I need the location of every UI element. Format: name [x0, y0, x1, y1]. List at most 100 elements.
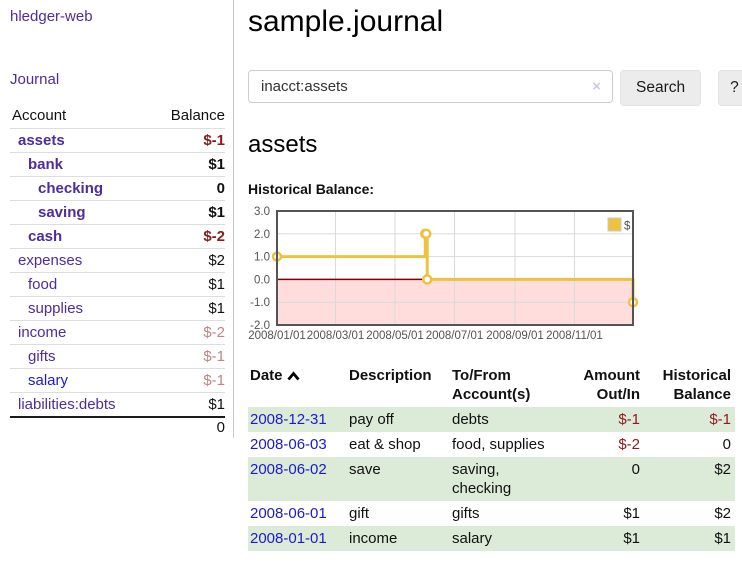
clear-search-icon[interactable]: × [592, 78, 601, 95]
transaction-amount: $1 [623, 530, 640, 547]
svg-text:2008/03/01: 2008/03/01 [307, 330, 365, 342]
account-balance: $1 [150, 296, 225, 321]
page-title: sample.journal [248, 5, 444, 38]
column-header-date[interactable]: Date [248, 364, 347, 407]
account-link-expenses[interactable]: expenses [18, 252, 83, 269]
sidebar-divider [233, 0, 234, 438]
transaction-date-link[interactable]: 2008-12-31 [250, 411, 327, 428]
account-balance: $2 [150, 248, 225, 273]
accounts-header-account: Account [10, 104, 151, 129]
account-row: income $-2 [10, 320, 225, 345]
svg-text:-2.0: -2.0 [250, 320, 270, 332]
account-row: food $1 [10, 272, 225, 297]
transaction-date-link[interactable]: 2008-06-01 [250, 505, 327, 522]
app-brand-link[interactable]: hledger-web [10, 8, 93, 25]
account-balance: $-1 [150, 368, 225, 393]
search-button[interactable]: Search [620, 70, 702, 106]
transaction-balance: $2 [714, 461, 731, 478]
account-row: salary $-1 [10, 368, 225, 393]
accounts-total-row: 0 [10, 416, 225, 439]
transaction-accounts: salary [452, 530, 493, 547]
svg-text:2008/05/01: 2008/05/01 [366, 330, 424, 342]
account-row: bank $1 [10, 152, 225, 177]
transaction-date-link[interactable]: 2008-01-01 [250, 530, 327, 547]
search-form: × Search ? [248, 70, 742, 106]
transaction-row: 2008-12-31 pay off debts $-1 $-1 [248, 407, 735, 432]
transaction-row: 2008-06-03 eat & shop food, supplies $-2… [248, 432, 735, 457]
column-header-description: Description [349, 367, 432, 384]
account-link-supplies[interactable]: supplies [28, 300, 84, 317]
sidebar-item-journal[interactable]: Journal [10, 71, 60, 88]
account-row: supplies $1 [10, 296, 225, 321]
accounts-table: Account Balance assets $-1 bank $1 check… [10, 104, 225, 439]
svg-text:2008/11/01: 2008/11/01 [546, 330, 603, 342]
transaction-date-link[interactable]: 2008-06-03 [250, 436, 327, 453]
account-balance: $1 [150, 152, 225, 177]
account-balance: $1 [150, 392, 225, 417]
svg-text:1.0: 1.0 [254, 252, 270, 264]
account-link-income[interactable]: income [18, 324, 67, 341]
account-link-bank[interactable]: bank [28, 156, 64, 173]
account-link-food[interactable]: food [28, 276, 58, 293]
transaction-accounts: gifts [452, 505, 480, 522]
account-link-salary[interactable]: salary [28, 372, 69, 389]
account-row: assets $-1 [10, 129, 225, 153]
account-link-cash[interactable]: cash [28, 228, 63, 245]
account-row: cash $-2 [10, 224, 225, 249]
account-link-saving[interactable]: saving [38, 204, 86, 221]
svg-text:0.0: 0.0 [254, 274, 270, 286]
transaction-row: 2008-06-02 save saving, checking 0 $2 [248, 457, 735, 501]
svg-text:3.0: 3.0 [254, 206, 270, 218]
svg-text:$: $ [624, 221, 631, 233]
column-header-accounts: To/From Account(s) [452, 367, 531, 403]
transaction-description: eat & shop [349, 436, 421, 453]
account-row: liabilities:debts $1 [10, 392, 225, 417]
account-balance: $1 [150, 200, 225, 225]
transaction-accounts: saving, checking [452, 461, 512, 497]
account-row: checking 0 [10, 176, 225, 201]
svg-text:2008/01/01: 2008/01/01 [248, 330, 306, 342]
account-link-gifts[interactable]: gifts [28, 348, 56, 365]
transaction-balance: $1 [714, 530, 731, 547]
svg-text:2.0: 2.0 [254, 229, 270, 241]
transaction-balance: $-1 [709, 411, 731, 428]
account-link-checking[interactable]: checking [38, 180, 104, 197]
account-balance: 0 [150, 176, 225, 201]
transaction-accounts: food, supplies [452, 436, 545, 453]
account-heading: assets [248, 131, 318, 158]
transaction-balance: 0 [722, 436, 731, 453]
search-input[interactable] [248, 70, 613, 103]
transaction-amount: $1 [623, 505, 640, 522]
transaction-description: gift [349, 505, 370, 522]
account-link-liabilities-debts[interactable]: liabilities:debts [18, 396, 116, 413]
svg-text:2008/07/01: 2008/07/01 [426, 330, 484, 342]
sort-ascending-icon [286, 371, 300, 381]
transaction-date-link[interactable]: 2008-06-02 [250, 461, 327, 478]
account-balance: $-2 [150, 224, 225, 249]
main-content: sample.journal × Search ? assets Histori… [248, 0, 742, 551]
transaction-amount: $-1 [618, 411, 640, 428]
account-row: gifts $-1 [10, 344, 225, 369]
transaction-description: pay off [349, 411, 394, 428]
transaction-balance: $2 [714, 505, 731, 522]
sidebar: hledger-web Journal Account Balance asse… [0, 0, 233, 439]
transaction-description: income [349, 530, 398, 547]
accounts-total-value: 0 [150, 416, 225, 439]
account-balance: $-2 [150, 320, 225, 345]
transaction-row: 2008-01-01 income salary $1 $1 [248, 526, 735, 551]
help-button[interactable]: ? [718, 70, 742, 106]
account-row: expenses $2 [10, 248, 225, 273]
account-balance: $1 [150, 272, 225, 297]
account-balance: $-1 [203, 132, 225, 149]
register-header-row: Date Description To/From Account(s) Amou… [248, 364, 735, 407]
transaction-accounts: debts [452, 411, 489, 428]
account-link-assets[interactable]: assets [18, 132, 65, 149]
column-header-amount: Amount Out/In [583, 367, 640, 403]
account-row: saving $1 [10, 200, 225, 225]
column-header-balance: Historical Balance [662, 367, 731, 403]
svg-text:2008/09/01: 2008/09/01 [486, 330, 544, 342]
transaction-description: save [349, 461, 381, 478]
svg-text:-1.0: -1.0 [250, 297, 270, 309]
transaction-row: 2008-06-01 gift gifts $1 $2 [248, 501, 735, 526]
